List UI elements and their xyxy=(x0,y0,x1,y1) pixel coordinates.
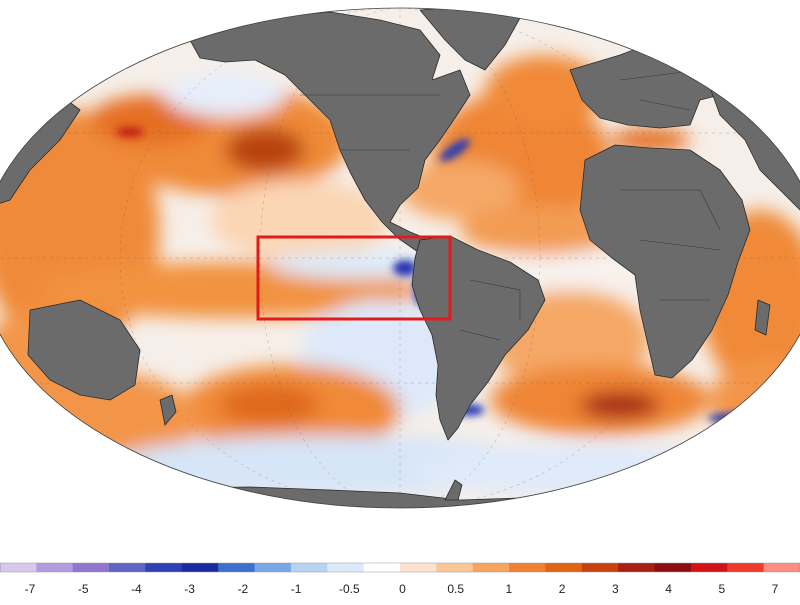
graticule xyxy=(0,8,800,508)
legend-swatch xyxy=(727,563,765,572)
land-greenland xyxy=(419,8,521,71)
highlight-box xyxy=(256,235,452,321)
country-borders xyxy=(300,69,721,341)
legend-tick-label: 1 xyxy=(506,582,513,596)
legend-swatch xyxy=(363,563,401,572)
land-africa xyxy=(579,144,751,379)
legend-tick-label: -4 xyxy=(131,582,142,596)
color-legend: -7 -5 -4 -3 -2 -1 -0.5 0 0.5 1 2 3 4 5 7 xyxy=(0,560,800,600)
land-madagascar xyxy=(754,299,771,336)
land-new-zealand xyxy=(159,394,177,426)
legend-tick-label: 7 xyxy=(772,582,779,596)
land-antarctica xyxy=(0,484,800,508)
legend-swatch xyxy=(72,563,110,572)
legend-swatch xyxy=(109,563,146,572)
legend-tick-label: -1 xyxy=(291,582,302,596)
legend-tick-label: 4 xyxy=(665,582,672,596)
legend-swatch xyxy=(654,563,692,572)
legend-tick-label: -5 xyxy=(78,582,89,596)
legend-tick-label: -0.5 xyxy=(339,582,360,596)
legend-tick-label: -2 xyxy=(238,582,249,596)
legend-swatch xyxy=(400,563,437,572)
legend-swatch xyxy=(581,563,619,572)
legend-tick-label: -3 xyxy=(184,582,195,596)
land-antarctic-peninsula xyxy=(444,479,463,501)
land-south-america xyxy=(411,235,546,441)
legend-swatch xyxy=(509,563,546,572)
legend-tick-label: 0.5 xyxy=(447,582,464,596)
legend-tick-label: 3 xyxy=(612,582,619,596)
legend-swatch xyxy=(218,563,256,572)
legend-bar: -7 -5 -4 -3 -2 -1 -0.5 0 0.5 1 2 3 4 5 7 xyxy=(0,562,800,596)
legend-swatch xyxy=(618,563,656,572)
legend-swatch xyxy=(36,563,74,572)
legend-labels: -7 -5 -4 -3 -2 -1 -0.5 0 0.5 1 2 3 4 5 7 xyxy=(25,582,779,596)
legend-swatch xyxy=(327,563,365,572)
legend-swatch xyxy=(763,563,800,572)
legend-swatch xyxy=(290,563,328,572)
legend-swatch xyxy=(436,563,474,572)
land-australia xyxy=(27,299,141,401)
legend-tick-label: 5 xyxy=(718,582,725,596)
legend-swatch xyxy=(472,563,510,572)
legend-swatches xyxy=(0,562,800,573)
land-north-america xyxy=(189,11,471,253)
legend-swatch xyxy=(0,563,37,572)
legend-swatch xyxy=(690,563,728,572)
legend-swatch xyxy=(545,563,583,572)
legend-tick-label: 0 xyxy=(399,582,406,596)
sea-surface-anomaly-map xyxy=(0,7,800,509)
globe xyxy=(0,8,800,508)
legend-swatch xyxy=(254,563,292,572)
legend-swatch xyxy=(181,563,219,572)
globe-outline xyxy=(0,7,800,509)
legend-tick-label: -7 xyxy=(25,582,36,596)
legend-swatch xyxy=(145,563,183,572)
legend-tick-label: 2 xyxy=(559,582,566,596)
